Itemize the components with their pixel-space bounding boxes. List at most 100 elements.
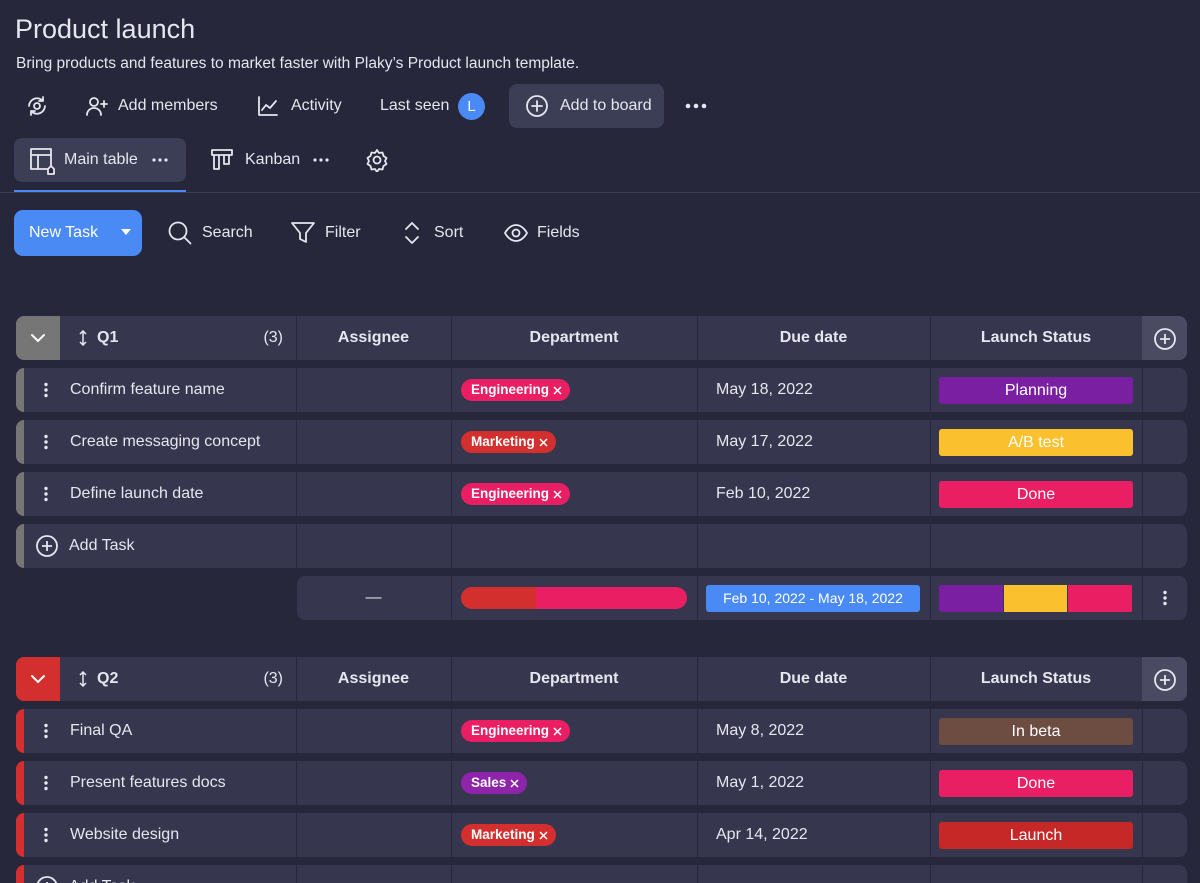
task-name[interactable]: Define launch date [70,485,204,502]
cell [296,865,451,883]
group-count: (3) [263,329,283,346]
activity-icon[interactable] [256,94,280,118]
department-tag[interactable]: Engineering [461,720,571,742]
cell [451,657,697,701]
row-menu[interactable] [43,382,49,398]
department-label: Engineering [471,723,550,738]
group-name: Q2 [97,670,119,687]
task-name[interactable]: Present features docs [70,774,226,791]
department-tag[interactable]: Marketing [461,824,556,846]
sort[interactable]: Sort [434,224,464,241]
cell [16,368,296,412]
department-tag[interactable]: Engineering [461,483,571,505]
cell [296,761,451,805]
remove-tag[interactable] [539,830,548,840]
remove-tag[interactable] [553,385,562,395]
add-column-icon [1154,328,1176,350]
settings-icon[interactable] [365,148,389,172]
cell [697,368,930,412]
row-menu[interactable] [43,827,49,843]
department-label: Engineering [471,486,550,501]
status-label[interactable]: Done [939,481,1133,508]
view-tab[interactable]: Kanban [245,151,301,168]
row-strip [16,865,24,883]
row-menu[interactable] [43,723,49,739]
add-task[interactable]: Add Task [69,537,135,554]
group-toggle[interactable] [16,657,60,701]
task-name[interactable]: Final QA [70,722,133,739]
cell [451,316,697,360]
row-menu[interactable] [1162,590,1168,606]
remove-tag[interactable] [539,437,548,447]
search[interactable]: Search [202,224,253,241]
cell [930,657,1142,701]
new-task[interactable]: New Task [29,224,99,241]
add-members[interactable]: Add members [118,97,218,114]
dropdown-arrow[interactable] [120,228,132,236]
more-icon[interactable] [684,102,708,110]
department-share [536,587,687,609]
column-header: Assignee [337,670,410,687]
remove-tag[interactable] [553,489,562,499]
remove-tag[interactable] [553,726,562,736]
due-date: Apr 14, 2022 [716,826,808,843]
task-name[interactable]: Confirm feature name [70,381,225,398]
status-label[interactable]: A/B test [939,429,1133,456]
department-tag[interactable]: Marketing [461,431,556,453]
cell [296,709,451,753]
status-share [1068,585,1133,612]
row-strip [16,813,24,857]
row-strip [16,420,24,464]
cell-divider [697,576,698,620]
remove-tag[interactable] [510,778,519,788]
sync-icon[interactable] [25,94,49,118]
status-label[interactable]: Planning [939,377,1133,404]
cell [697,709,930,753]
status-label[interactable]: In beta [939,718,1133,745]
new-task-button[interactable] [14,210,142,256]
fields[interactable]: Fields [537,224,580,241]
kanban-icon [211,149,233,170]
tab-menu[interactable] [151,157,169,163]
task-name[interactable]: Website design [70,826,180,843]
cell [296,813,451,857]
group-toggle[interactable] [16,316,60,360]
row-strip [16,472,24,516]
add-members-icon[interactable] [84,94,110,118]
avatar[interactable]: L [458,93,485,120]
chevron [31,334,45,343]
view-tab[interactable]: Main table [64,151,138,168]
add-task[interactable]: Add Task [69,877,135,883]
drag-handle [79,330,87,346]
department-tag[interactable]: Sales [461,772,528,794]
filter[interactable]: Filter [325,224,361,241]
last-seen[interactable]: Last seen [380,97,450,114]
row-strip [16,709,24,753]
cell [1142,709,1187,753]
fields-icon [504,224,528,242]
add-to-board[interactable]: Add to board [560,97,652,114]
cell [16,524,296,568]
status-label[interactable]: Launch [939,822,1133,849]
add-task-icon[interactable] [35,875,59,883]
board-subtitle: Bring products and features to market fa… [16,55,580,72]
task-name[interactable]: Create messaging concept [70,433,261,450]
column-header: Launch Status [980,329,1092,346]
row-menu[interactable] [43,486,49,502]
cell [697,524,930,568]
cell [296,420,451,464]
tab-menu[interactable] [312,157,330,163]
add-task-icon[interactable] [35,534,59,558]
add-to-board-icon [526,95,548,117]
row-menu[interactable] [43,434,49,450]
status-label[interactable]: Done [939,770,1133,797]
cell [697,865,930,883]
active-tab-underline [14,190,186,192]
main-table-tab[interactable] [14,138,186,182]
cell [1142,472,1187,516]
row-menu[interactable] [43,775,49,791]
activity[interactable]: Activity [291,97,342,114]
department-tag[interactable]: Engineering [461,379,571,401]
group-name: Q1 [97,329,119,346]
due-date: May 17, 2022 [716,433,813,450]
